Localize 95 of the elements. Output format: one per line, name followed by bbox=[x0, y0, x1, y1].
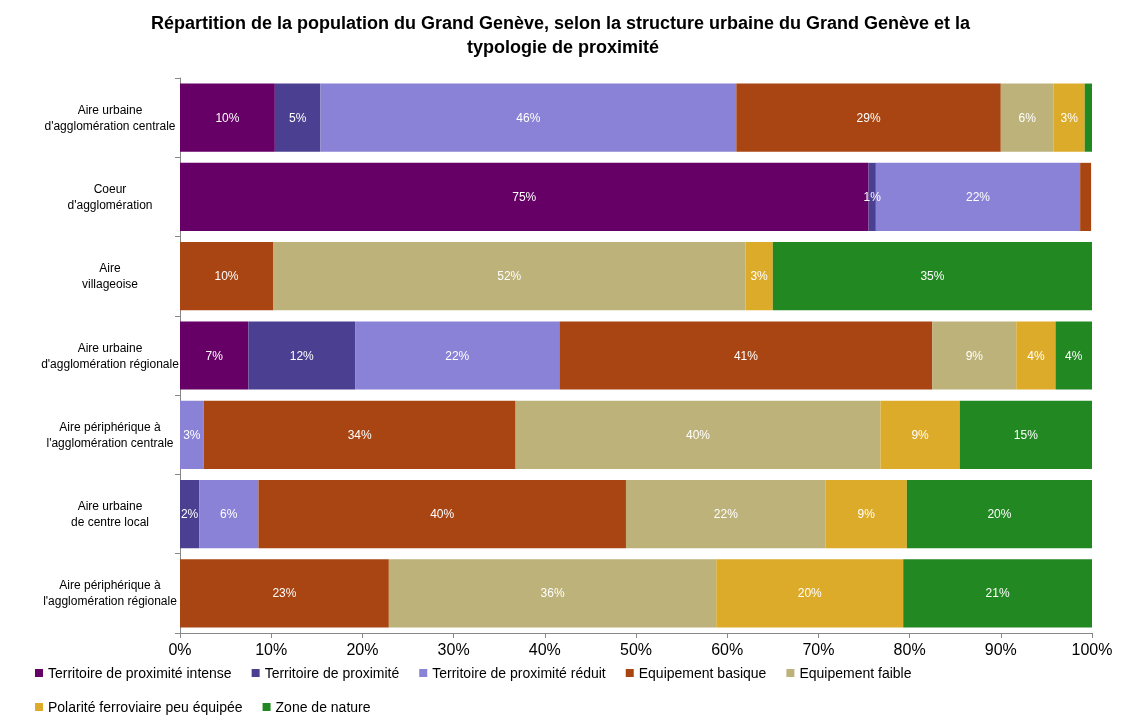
data-label: 4% bbox=[1027, 348, 1045, 363]
y-tick-label: Coeur d'agglomération bbox=[67, 181, 153, 212]
bar bbox=[932, 321, 1017, 390]
legend-label: Territoire de proximité réduit bbox=[432, 665, 606, 681]
bar bbox=[180, 559, 389, 628]
bar bbox=[1016, 321, 1056, 390]
data-label: 3% bbox=[183, 427, 201, 442]
data-label: 3% bbox=[750, 269, 769, 284]
bar bbox=[772, 242, 1092, 311]
x-tick-label: 80% bbox=[893, 640, 926, 658]
data-label: 35% bbox=[920, 269, 945, 284]
data-label: 10% bbox=[214, 269, 239, 284]
data-label: 36% bbox=[540, 586, 565, 601]
data-label: 6% bbox=[220, 507, 238, 522]
bar bbox=[274, 83, 321, 152]
data-label: 15% bbox=[1013, 427, 1039, 442]
bar bbox=[388, 559, 717, 628]
x-tick-label: 0% bbox=[168, 640, 192, 658]
bar bbox=[959, 400, 1092, 469]
data-label: 40% bbox=[430, 507, 455, 522]
bar bbox=[320, 83, 737, 152]
data-label: 5% bbox=[288, 110, 307, 125]
data-label: 6% bbox=[1018, 110, 1037, 125]
y-tick-label: Aire urbaine d'agglomération régionale bbox=[41, 340, 180, 371]
legend-label: Equipement faible bbox=[799, 665, 912, 681]
bar bbox=[273, 242, 746, 311]
data-label: 23% bbox=[272, 586, 297, 601]
x-tick-label: 40% bbox=[528, 640, 561, 658]
data-label: 75% bbox=[512, 189, 537, 204]
data-label: 22% bbox=[965, 189, 991, 204]
bar bbox=[180, 400, 204, 469]
y-tick-label: Aire périphérique à l'agglomération centrale bbox=[46, 419, 174, 450]
x-tick-label: 70% bbox=[802, 640, 835, 658]
bar bbox=[203, 400, 516, 469]
data-label: 29% bbox=[856, 110, 881, 125]
bar bbox=[880, 400, 960, 469]
y-tick-label: Aire urbaine de centre local bbox=[70, 499, 150, 530]
bar bbox=[559, 321, 933, 390]
data-label: 9% bbox=[965, 348, 984, 363]
bar bbox=[903, 559, 1092, 628]
x-tick-label: 30% bbox=[437, 640, 470, 658]
legend-label: Polarité ferroviaire peu équipée bbox=[48, 699, 243, 715]
x-tick-label: 10% bbox=[255, 640, 288, 658]
data-label: 22% bbox=[445, 348, 470, 363]
legend-label: Territoire de proximité intense bbox=[48, 665, 232, 681]
bar bbox=[736, 83, 1001, 152]
bar bbox=[248, 321, 356, 390]
data-label: 10% bbox=[215, 110, 240, 125]
data-label: 9% bbox=[857, 507, 876, 522]
legend-label: Zone de nature bbox=[275, 699, 371, 715]
data-label: 40% bbox=[686, 427, 711, 442]
x-tick-label: 60% bbox=[711, 640, 744, 658]
bar bbox=[180, 479, 200, 549]
data-label: 41% bbox=[733, 348, 759, 363]
data-label: 21% bbox=[985, 586, 1010, 601]
bar bbox=[199, 479, 259, 549]
x-tick-label: 20% bbox=[346, 640, 379, 658]
bar bbox=[906, 479, 1092, 549]
data-label: 34% bbox=[347, 427, 372, 442]
data-label: 12% bbox=[289, 348, 315, 363]
bar bbox=[1080, 162, 1092, 232]
data-label: 22% bbox=[713, 507, 739, 522]
bar bbox=[1000, 83, 1054, 152]
data-label: 52% bbox=[497, 269, 522, 284]
data-label: 2% bbox=[180, 507, 199, 522]
chart-title: Répartition de la population du Grand Genève, selon la structure urbaine du Grand Genève et la typologie de proximité bbox=[150, 13, 976, 57]
x-tick-label: 50% bbox=[619, 640, 653, 658]
data-label: 20% bbox=[987, 507, 1012, 522]
bar bbox=[1055, 321, 1092, 390]
data-label: 4% bbox=[1065, 348, 1083, 363]
data-label: 46% bbox=[516, 110, 541, 125]
y-tick-label: Aire périphérique à l'agglomération régionale bbox=[43, 578, 178, 609]
bar bbox=[180, 83, 275, 152]
bar bbox=[515, 400, 881, 469]
legend-label: Equipement basique bbox=[638, 665, 767, 681]
bar bbox=[745, 242, 773, 311]
bar bbox=[716, 559, 904, 628]
data-label: 1% bbox=[863, 189, 882, 204]
data-label: 3% bbox=[1060, 110, 1079, 125]
bar bbox=[180, 242, 274, 311]
bar bbox=[1053, 83, 1085, 152]
y-tick-label: Aire villageoise bbox=[81, 261, 139, 292]
bar bbox=[355, 321, 560, 390]
bar bbox=[825, 479, 907, 549]
data-label: 7% bbox=[205, 348, 224, 363]
bar bbox=[1084, 83, 1092, 152]
data-label: 9% bbox=[911, 427, 930, 442]
y-tick-label: Aire urbaine d'agglomération centrale bbox=[44, 102, 176, 133]
bar bbox=[625, 479, 826, 549]
x-tick-label: 90% bbox=[984, 640, 1017, 658]
legend-label: Territoire de proximité bbox=[264, 665, 400, 681]
bar bbox=[180, 321, 249, 390]
bar bbox=[258, 479, 626, 549]
data-label: 20% bbox=[797, 586, 823, 601]
x-tick-label: 100% bbox=[1071, 640, 1113, 658]
